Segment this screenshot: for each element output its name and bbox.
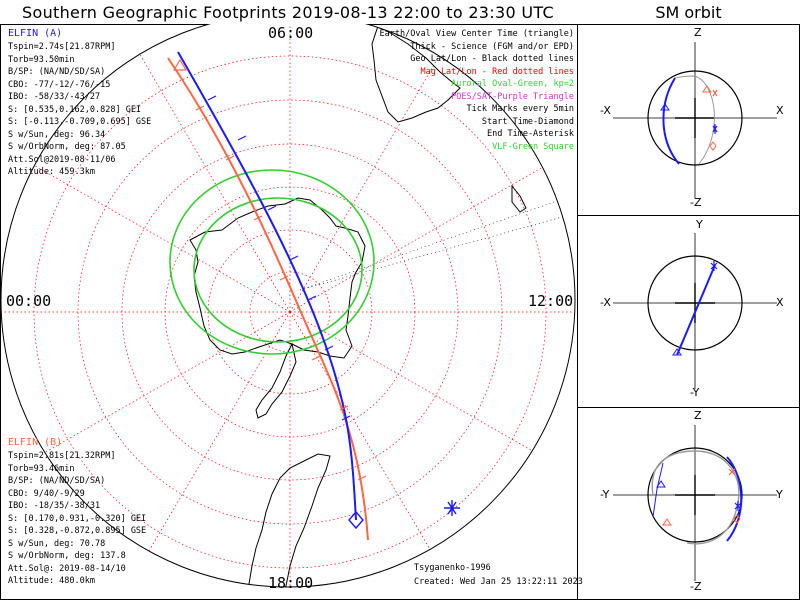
elfin-a-line: B/SP: (NA/ND/SD/SA) bbox=[8, 67, 106, 77]
elfin-a-line: Tspin=2.74s[21.87RPM] bbox=[8, 42, 116, 52]
antarctica-coastline bbox=[189, 197, 366, 359]
sm-xz-left-label: -X bbox=[600, 104, 611, 117]
elfin-b-line: S w/Sun, deg: 70.78 bbox=[8, 538, 106, 549]
globe-outline bbox=[0, 24, 576, 588]
elfin-a-line: S: [0.535,0.162,0.828] GEI bbox=[8, 104, 142, 115]
australia-coastline bbox=[371, 25, 461, 123]
sm-orbit-xy-plot bbox=[613, 233, 777, 389]
legend-item: Geo Lat/Lon - Black dotted lines bbox=[410, 54, 574, 64]
sm-yz-top-label: Z bbox=[694, 409, 702, 422]
elfin-b-line: IBO: -18/35/-38/31 bbox=[8, 501, 101, 511]
legend: Earth/Oval View Center Time (triangle) T… bbox=[380, 28, 574, 153]
elfin-b-line: S: [0.328,-0.872,0.895] GSE bbox=[8, 526, 147, 536]
legend-item: Start Time-Diamond bbox=[481, 116, 574, 127]
elfin-b-info: Tspin=2.81s[21.32RPM] Torb=93.46min B/SP… bbox=[8, 450, 146, 588]
elfin-a-name: ELFIN (A) bbox=[8, 28, 63, 39]
elfin-a-ticks bbox=[207, 95, 351, 421]
legend-item: Thick - Science (FGM and/or EPD) bbox=[410, 41, 574, 52]
elfin-b-line: S w/OrbNorm, deg: 137.8 bbox=[8, 551, 126, 561]
geo-grid bbox=[299, 199, 575, 291]
legend-item: VLF-Green Square bbox=[492, 141, 574, 152]
elfin-b-start-triangle bbox=[172, 58, 188, 71]
poes-asterisk bbox=[444, 500, 460, 516]
sm-orbit-title: SM orbit bbox=[655, 3, 722, 22]
elfin-a-end-diamond bbox=[348, 510, 364, 530]
sm-xy-right-label: X bbox=[776, 296, 784, 309]
elfin-a-line: Torb=93.50min bbox=[8, 54, 75, 65]
created-label: Created: Wed Jan 25 13:22:11 2023 bbox=[414, 577, 583, 587]
elfin-a-line: S w/OrbNorm, deg: 87.05 bbox=[8, 142, 126, 152]
mlt-label-left: 00:00 bbox=[6, 292, 52, 310]
elfin-a-line: S: [-0.113,-0.709,0.695] GSE bbox=[8, 117, 152, 127]
model-label: Tsyganenko-1996 bbox=[414, 563, 491, 573]
elfin-b-name: ELFIN (B) bbox=[8, 437, 63, 448]
elfin-a-line: IBO: -58/33/-43/27 bbox=[8, 92, 101, 102]
elfin-b-orbit bbox=[167, 57, 369, 541]
legend-item: Tick Marks every 5min bbox=[466, 104, 574, 114]
elfin-a-line: Att.Sol@2019-08-11/06 bbox=[8, 154, 116, 165]
south-america-coastline bbox=[247, 453, 331, 587]
legend-item: POES/SAT-Purple Triangle bbox=[451, 91, 574, 102]
sm-yz-left-label: -Y bbox=[600, 488, 610, 501]
elfin-b-line: Torb=93.46min bbox=[8, 463, 75, 474]
sm-xy-top-label: Y bbox=[696, 218, 703, 231]
elfin-b-line: Tspin=2.81s[21.32RPM] bbox=[8, 451, 116, 461]
legend-item: End Time-Asterisk bbox=[487, 129, 574, 139]
elfin-b-line: B/SP: (NA/ND/SD/SA) bbox=[8, 476, 106, 486]
sm-yz-right-label: Y bbox=[776, 488, 783, 501]
legend-item: Auroral Oval-Green, kp=2 bbox=[451, 79, 574, 89]
elfin-b-ticks bbox=[195, 105, 367, 481]
mlt-label-top: 06:00 bbox=[268, 24, 314, 42]
sm-xy-left-label: -X bbox=[600, 296, 611, 309]
map-title: Southern Geographic Footprints 2019-08-1… bbox=[22, 3, 554, 22]
antarctic-peninsula bbox=[255, 342, 297, 419]
sm-xy-bottom-label: -Y bbox=[690, 386, 700, 399]
elfin-b-line: CBO: 9/40/-9/29 bbox=[8, 488, 85, 499]
elfin-a-line: Altitude: 459.3km bbox=[8, 167, 95, 177]
elfin-a-line: S w/Sun, deg: 96.34 bbox=[8, 129, 106, 140]
polar-map bbox=[0, 24, 576, 588]
elfin-a-orbit bbox=[177, 51, 357, 521]
sm-yz-bottom-label: -Z bbox=[690, 580, 702, 593]
elfin-b-line: S: [0.170,0.931,-0.320] GEI bbox=[8, 513, 147, 524]
sm-xz-bottom-label: -Z bbox=[690, 196, 702, 209]
new-zealand-coastline bbox=[511, 184, 527, 213]
elfin-a-info: Tspin=2.74s[21.87RPM] Torb=93.50min B/SP… bbox=[8, 41, 151, 179]
mlt-label-right: 12:00 bbox=[528, 292, 574, 310]
elfin-b-line: Att.Sol@: 2019-08-14/10 bbox=[8, 563, 126, 574]
legend-item: Earth/Oval View Center Time (triangle) bbox=[379, 29, 574, 39]
auroral-oval-outer bbox=[169, 169, 375, 355]
legend-item: Mag Lat/Lon - Red dotted lines bbox=[420, 66, 574, 77]
sm-orbit-xz-plot bbox=[613, 42, 777, 198]
auroral-oval-inner bbox=[193, 197, 363, 343]
elfin-b-line: Altitude: 480.0km bbox=[8, 576, 95, 586]
sm-orbit-yz-plot bbox=[613, 425, 777, 581]
elfin-a-line: CBO: -77/-12/-76/-15 bbox=[8, 79, 111, 90]
sm-xz-top-label: Z bbox=[694, 26, 702, 39]
sm-xz-right-label: X bbox=[776, 104, 784, 117]
mlt-label-bottom: 18:00 bbox=[268, 574, 314, 592]
